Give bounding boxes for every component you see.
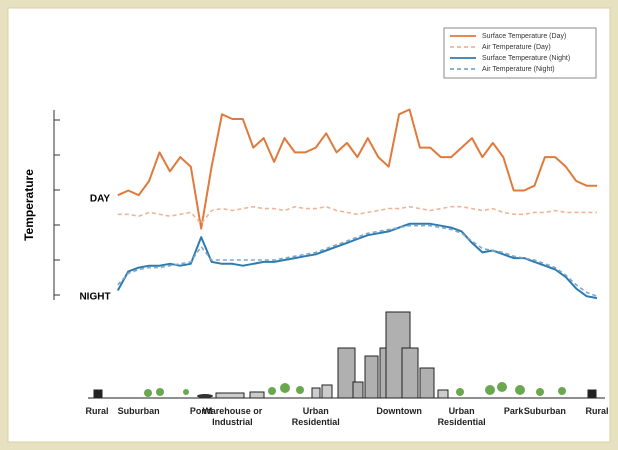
series-line [116, 222, 598, 300]
x-tick-label: Pond [189, 406, 213, 416]
x-category: Rural [85, 406, 109, 416]
series-line [117, 205, 597, 225]
x-tick-label: Suburban [117, 406, 160, 416]
day-label: DAY [90, 194, 111, 205]
night-label: NIGHT [79, 292, 110, 303]
x-category: Urban Residential [437, 406, 486, 427]
x-category: Rural [585, 406, 609, 416]
x-category: Suburban [117, 406, 160, 416]
x-tick-label: Rural [85, 406, 109, 416]
legend-label: Surface Temperature (Night) [482, 55, 570, 62]
x-tick-label: Urban Residential [291, 406, 340, 427]
skyline [88, 311, 605, 399]
legend: Surface Temperature (Day) Air Temperature… [443, 27, 597, 79]
x-tick-label: Warehouse or Industrial [202, 406, 263, 427]
x-tick-label: Urban Residential [437, 406, 486, 427]
panel [7, 7, 611, 443]
x-tick-label: Suburban [523, 406, 566, 416]
x-category: Warehouse or Industrial [202, 406, 263, 427]
x-category: Pond [189, 406, 213, 416]
legend-label: Air Temperature (Day) [482, 44, 551, 51]
x-tick-label: Downtown [376, 406, 422, 416]
x-category: Downtown [376, 406, 422, 416]
x-category: Suburban [523, 406, 566, 416]
trees [144, 382, 566, 398]
legend-label: Air Temperature (Night) [482, 66, 555, 73]
x-category: Park [503, 406, 524, 416]
x-tick-label: Rural [585, 406, 609, 416]
legend-label: Surface Temperature (Day) [482, 33, 566, 40]
series-line [117, 108, 597, 230]
y-axis-label: Temperature [22, 169, 36, 241]
series-line [117, 224, 598, 297]
x-category: Urban Residential [291, 406, 340, 427]
x-tick-label: Park [503, 406, 524, 416]
y-axis [53, 110, 60, 300]
